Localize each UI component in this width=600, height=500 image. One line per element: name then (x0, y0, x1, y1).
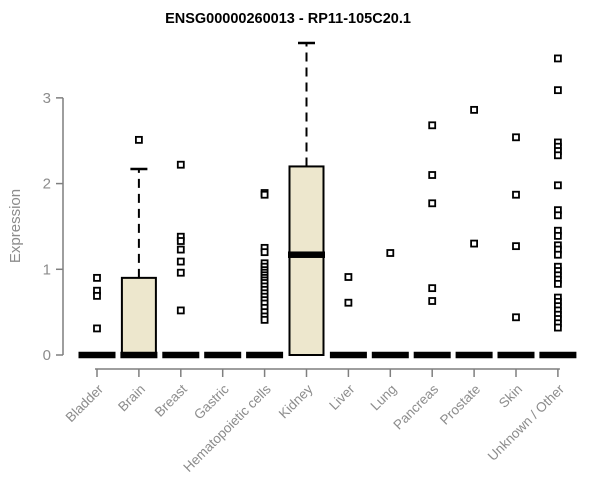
median-bar (497, 351, 535, 359)
outlier-point (176, 257, 185, 266)
outlier-point (428, 171, 437, 179)
outlier-point (93, 291, 101, 300)
chart-title: ENSG00000260013 - RP11-105C20.1 (165, 11, 411, 27)
outlier-point (176, 245, 185, 254)
outlier-point (512, 313, 520, 322)
outlier-point (260, 248, 269, 257)
outlier-point (512, 190, 520, 199)
outlier-point (176, 268, 185, 277)
x-category-label: Unknown / Other (485, 381, 568, 464)
outlier-point (470, 105, 479, 114)
outlier-point (554, 231, 562, 240)
outlier-point (554, 250, 562, 259)
y-tick-label: 0 (43, 347, 51, 364)
outlier-point (428, 284, 437, 293)
x-category-label: Kidney (276, 381, 316, 421)
outlier-point (344, 298, 353, 307)
x-category-label: Brain (115, 382, 148, 415)
outlier-point (93, 273, 101, 282)
outlier-point (134, 135, 143, 144)
median-bar (329, 351, 367, 359)
median-bar (204, 351, 242, 359)
outlier-point (260, 315, 269, 324)
outlier-point (554, 181, 562, 190)
median-bar (371, 351, 409, 359)
outlier-point (554, 86, 562, 95)
y-tick-label: 3 (43, 90, 51, 107)
outlier-point (428, 199, 437, 208)
median-bar (246, 351, 284, 359)
x-category-label: Breast (152, 381, 190, 419)
median-bar (413, 351, 451, 359)
y-tick-label: 2 (43, 176, 51, 193)
outlier-point (554, 279, 562, 288)
x-category-label: Prostate (437, 382, 483, 428)
outlier-point (470, 239, 479, 248)
outlier-point (260, 190, 269, 199)
outlier-point (176, 306, 185, 315)
outlier-point (386, 249, 395, 257)
outlier-point (176, 237, 185, 245)
outlier-point (512, 242, 520, 251)
median-bar (539, 351, 577, 359)
median-bar (120, 351, 158, 359)
outlier-point (554, 211, 562, 220)
outlier-point (428, 297, 437, 305)
outlier-point (93, 324, 101, 333)
outlier-point (554, 151, 562, 160)
y-tick-label: 1 (43, 261, 51, 278)
outlier-point (344, 273, 353, 281)
x-category-label: Skin (496, 382, 525, 411)
outlier-point (554, 54, 562, 63)
median-bar (455, 351, 493, 359)
x-category-label: Liver (326, 381, 358, 413)
box-iqr (288, 165, 325, 356)
x-category-label: Bladder (63, 381, 107, 425)
outlier-point (512, 133, 520, 142)
x-category-label: Lung (368, 382, 400, 414)
outlier-point (428, 121, 437, 130)
outlier-point (176, 160, 185, 169)
median-bar (162, 351, 200, 359)
outlier-point (554, 323, 562, 332)
x-category-label: Gastric (191, 381, 232, 422)
median-bar (288, 251, 325, 258)
y-axis-label: Expression (7, 189, 24, 263)
median-bar (78, 351, 116, 359)
box-iqr (120, 276, 157, 356)
x-category-label: Pancreas (390, 381, 441, 432)
